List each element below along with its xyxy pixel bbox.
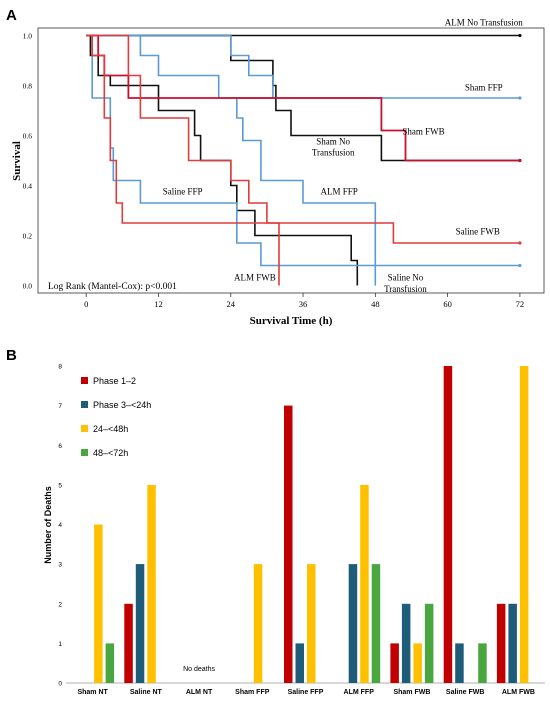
deaths-category-label: ALM FFP: [344, 689, 375, 696]
deaths-y-tick-label: 1: [58, 641, 62, 648]
survival-line-sham_ffp: [86, 34, 520, 99]
deaths-y-tick-label: 3: [58, 562, 62, 569]
survival-annotation: Saline FFP: [163, 186, 203, 196]
deaths-category-label: Saline FFP: [288, 689, 324, 696]
deaths-bar: [424, 603, 434, 684]
survival-censor-mark: [518, 263, 522, 268]
deaths-bar: [413, 643, 422, 683]
survival-x-tick-label: 0: [84, 299, 88, 309]
deaths-legend-swatch: [81, 377, 88, 384]
deaths-category-label: Sham NT: [77, 689, 108, 696]
survival-y-tick-label: 0.6: [23, 132, 33, 141]
deaths-annotation: No deaths: [183, 666, 215, 673]
survival-y-tick-label: 0.2: [23, 232, 33, 241]
deaths-bar: [284, 405, 293, 683]
deaths-bar: [94, 524, 103, 683]
deaths-bar: [443, 366, 453, 683]
deaths-bar: [371, 564, 381, 683]
survival-line-saline_fwb: [86, 34, 520, 244]
survival-annotation: Sham FWB: [402, 126, 444, 136]
deaths-bar: [295, 643, 304, 683]
survival-annotation: ALM No Transfusion: [445, 18, 524, 28]
survival-x-tick-label: 60: [443, 299, 452, 309]
deaths-bar: [401, 603, 411, 684]
deaths-y-tick-label: 7: [58, 403, 62, 410]
deaths-category-label: ALM FWB: [502, 689, 535, 696]
deaths-bar: [124, 603, 133, 684]
deaths-y-tick-label: 5: [58, 482, 62, 489]
survival-line-alm_ffp: [86, 34, 377, 286]
survival-censor-mark: [518, 96, 522, 100]
survival-annotation: Saline FWB: [456, 226, 500, 236]
survival-x-tick-label: 36: [299, 299, 308, 309]
deaths-category-label: Saline FWB: [446, 689, 485, 696]
deaths-legend-swatch: [81, 425, 88, 432]
survival-line-saline_ffp: [86, 34, 520, 267]
survival-x-tick-label: 24: [227, 299, 236, 309]
deaths-legend-swatch: [81, 449, 88, 456]
survival-annotation: Sham No: [316, 136, 350, 146]
deaths-bar: [147, 484, 156, 683]
deaths-category-label: Saline NT: [130, 689, 163, 696]
survival-y-tick-label: 0.8: [23, 82, 33, 91]
deaths-bar: [478, 643, 487, 683]
survival-annotation: Transfusion: [312, 148, 355, 158]
panel-b-label: B: [6, 347, 17, 364]
deaths-y-tick-label: 0: [58, 681, 62, 688]
survival-annotation: ALM FFP: [321, 186, 358, 196]
deaths-bar-chart: 0 1 2 3 4 5 6 7 8 Sham NT Saline NT ALM NT Sham FFP…: [43, 364, 545, 696]
deaths-legend-label: 48–<72h: [93, 448, 128, 458]
deaths-bar: [135, 564, 145, 683]
deaths-y-axis-label: Number of Deaths: [43, 486, 53, 564]
survival-censor-mark: [518, 33, 522, 38]
deaths-bar: [348, 564, 358, 683]
survival-censor-mark: [518, 158, 522, 163]
survival-x-axis-label: Survival Time (h): [250, 315, 333, 327]
survival-line-saline_nt: [86, 34, 359, 286]
deaths-y-tick-label: 6: [58, 443, 62, 450]
survival-x-tick-label: 72: [516, 299, 525, 309]
log-rank-label: Log Rank (Mantel-Cox): p<0.001: [48, 281, 177, 292]
survival-annotation: ALM FWB: [234, 273, 276, 283]
deaths-category-label: ALM NT: [186, 689, 213, 696]
deaths-y-tick-label: 4: [58, 522, 62, 529]
survival-censor-mark: [518, 241, 522, 245]
survival-line-sham_fwb: [86, 34, 520, 162]
deaths-bar: [105, 643, 115, 683]
survival-y-tick-label: 1.0: [23, 32, 33, 41]
deaths-category-label: Sham FFP: [235, 689, 270, 696]
survival-y-tick-label: 0.0: [23, 282, 33, 291]
deaths-legend-label: Phase 1–2: [93, 376, 136, 386]
deaths-legend-label: Phase 3–<24h: [93, 400, 151, 410]
survival-y-tick-label: 0.4: [23, 182, 33, 191]
panel-a-label: A: [6, 7, 17, 24]
deaths-bar: [496, 603, 506, 684]
deaths-bar: [519, 366, 529, 683]
deaths-bar: [360, 484, 369, 683]
survival-y-axis-label: Survival: [11, 141, 23, 181]
deaths-legend-label: 24–<48h: [93, 424, 128, 434]
deaths-y-tick-label: 2: [58, 601, 62, 608]
deaths-y-tick-label: 8: [58, 364, 62, 371]
deaths-category-label: Sham FWB: [393, 689, 430, 696]
survival-annotation: Saline No: [388, 273, 424, 283]
deaths-bar: [307, 564, 316, 683]
deaths-bar: [508, 603, 517, 684]
deaths-legend-swatch: [81, 401, 88, 408]
deaths-bar: [455, 643, 464, 683]
survival-line-alm_fwb: [86, 34, 280, 286]
deaths-bar: [253, 564, 263, 683]
deaths-bar: [390, 643, 399, 683]
survival-x-tick-label: 48: [371, 299, 380, 309]
survival-chart: 0 12 24 36 48 60 72 0.0 0.2 0.4 0.6 0.8 1.0 ALM No T…: [11, 18, 545, 327]
survival-x-tick-label: 12: [154, 299, 163, 309]
survival-annotation: Transfusion: [384, 284, 427, 294]
survival-annotation: Sham FFP: [465, 83, 503, 93]
survival-plot-frame: [37, 27, 545, 294]
